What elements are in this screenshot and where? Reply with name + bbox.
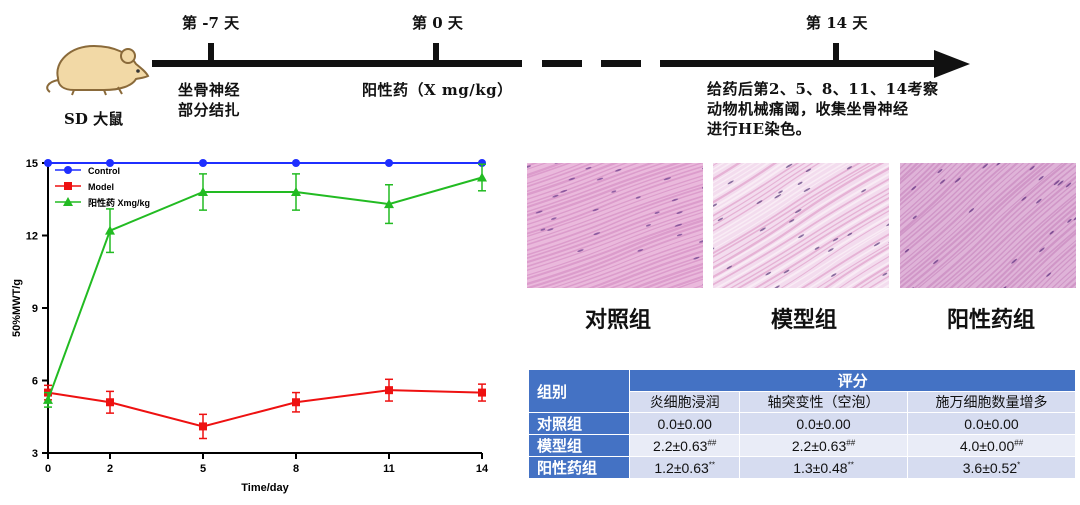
data-point [199,159,207,167]
legend-label: Model [88,182,114,192]
step-assessment-line1: 给药后第2、5、8、11、14考察 [707,80,939,98]
row-group: 模型组 [527,434,631,457]
series-line [47,176,483,401]
header-col1: 炎细胞浸润 [629,391,741,413]
caption-positive: 阳性药组 [946,307,1035,332]
step-assessment-line2: 动物机械痛阈，收集坐骨神经 [707,100,909,118]
data-point [292,159,300,167]
label-day-minus7: 第 -7 天 [182,14,240,32]
y-tick-label: 3 [32,448,38,460]
legend-label: 阳性药 Xmg/kg [88,197,150,208]
header-col2: 轴突变性（空泡） [739,391,908,413]
timeline-dash-2 [601,60,641,67]
x-axis-label: Time/day [241,482,289,494]
series-line [47,389,483,428]
cell-value: 0.0±0.00 [629,412,741,435]
caption-control: 对照组 [584,307,651,332]
data-point [478,159,486,167]
legend: Control Model 阳性药 Xmg/kg [55,166,150,208]
caption-model: 模型组 [770,307,837,332]
data-point [477,172,487,182]
tissue-texture [713,163,889,288]
data-point [44,159,52,167]
data-point [385,159,393,167]
timeline-bar [152,60,522,67]
cell-value: 4.0±0.00## [907,434,1076,457]
data-point [105,225,115,235]
data-point [43,394,53,404]
step-ligation-line1: 坐骨神经 [178,81,241,99]
data-point [385,386,393,395]
cell-value: 1.2±0.63** [629,456,741,479]
tissue-texture [900,163,1076,288]
x-tick-label: 11 [383,463,395,475]
tick-day14 [833,43,839,65]
legend-marker [64,182,72,190]
x-tick-label: 8 [293,463,299,475]
y-tick-label: 12 [26,231,38,243]
data-point [106,398,114,407]
y-axis-label: 50%MWT/g [11,279,23,337]
cell-value: 2.2±0.63## [739,434,908,457]
x-tick-label: 14 [476,463,489,475]
data-point [292,398,300,407]
table-row: 对照组 0.0±0.00 0.0±0.00 0.0±0.00 [527,412,1076,435]
series-0 [44,159,486,167]
timeline-dash-1 [542,60,582,67]
cell-value: 0.0±0.00 [907,412,1076,435]
step-ligation-line2: 部分结扎 [178,101,241,119]
y-tick-label: 15 [26,158,38,170]
score-table: 组别 评分 炎细胞浸润 轴突变性（空泡） 施万细胞数量增多 对照组 0.0±0.… [527,369,1076,479]
label-day0: 第 0 天 [412,14,463,32]
data-point [291,187,301,196]
y-tick-label: 6 [32,376,38,388]
histology-positive-image [900,163,1076,288]
histology-model-image [713,163,889,288]
table-row: 阳性药组 1.2±0.63** 1.3±0.48** 3.6±0.52* [527,456,1076,479]
tissue-texture [527,163,703,288]
cell-value: 3.6±0.52* [907,456,1076,479]
step-assessment: 给药后第2、5、8、11、14考察 动物机械痛阈，收集坐骨神经 进行HE染色。 [707,79,939,139]
legend-marker [63,197,73,206]
rat-label: SD 大鼠 [64,110,124,128]
arrow-head-icon [934,50,970,78]
row-group: 阳性药组 [527,456,631,479]
data-point [106,159,114,167]
tick-day0 [433,43,439,65]
mwt-line-chart: 3 6 9 12 15 0 2 5 8 11 14 Time/day 50%MWT/g Control Mo… [11,158,489,494]
header-col3: 施万细胞数量增多 [907,391,1076,413]
label-day14: 第 14 天 [806,14,868,32]
data-point [198,187,208,196]
x-tick-label: 5 [200,463,206,475]
header-score: 评分 [629,369,1076,392]
cell-value: 2.2±0.63## [629,434,741,457]
legend-marker [64,166,72,174]
tick-day-minus7 [208,43,214,65]
rat-icon [46,44,150,96]
series-2 [43,163,487,408]
step-assessment-line3: 进行HE染色。 [707,120,812,138]
series-1 [44,378,486,440]
data-point [478,388,486,397]
legend-label: Control [88,166,120,176]
y-tick-label: 9 [32,303,38,315]
step-ligation: 坐骨神经 部分结扎 [178,80,240,120]
header-group: 组别 [527,369,631,413]
data-point [384,199,394,209]
step-dosing: 阳性药（X mg/kg） [362,81,513,99]
x-tick-label: 2 [107,463,113,475]
data-point [199,422,207,431]
table-row: 模型组 2.2±0.63## 2.2±0.63## 4.0±0.00## [527,434,1076,457]
cell-value: 1.3±0.48** [739,456,908,479]
x-tick-label: 0 [45,463,51,475]
cell-value: 0.0±0.00 [739,412,908,435]
timeline-bar-end [660,60,940,67]
histology-control-image [527,163,703,288]
row-group: 对照组 [527,412,631,435]
